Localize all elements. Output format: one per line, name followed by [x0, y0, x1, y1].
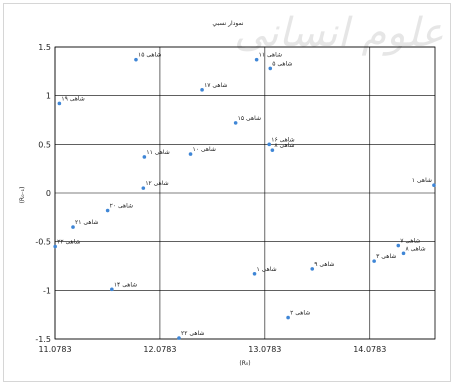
data-point [188, 152, 193, 156]
y-tick-label: -1.5 [35, 335, 51, 344]
data-point-label: شاهی ۲ [290, 310, 310, 317]
data-point [57, 101, 62, 106]
data-point-label: شاهی ۱۱ [146, 149, 169, 156]
chart-title: نمودار نسبي [212, 20, 244, 27]
data-point [134, 57, 138, 62]
data-point-label: شاهی ۲۰ [110, 203, 133, 210]
data-point-label: شاهی ۷ [400, 238, 420, 245]
y-tick-label: -1 [43, 286, 51, 295]
data-point-label: شاهی ۱ [412, 177, 432, 184]
data-point-label: شاهی ۱ [257, 266, 277, 273]
data-point-label: شاهی ۲۲ [181, 330, 204, 337]
y-tick-label: -0.5 [35, 238, 51, 247]
data-point-label: شاهی ۸ [274, 142, 294, 149]
grid [54, 46, 435, 340]
data-point [71, 225, 75, 229]
data-point-label: شاهی ۳ [376, 253, 396, 260]
data-point-label: شاهی ۱۱ [259, 52, 282, 59]
data-point [432, 183, 436, 188]
x-tick-label: 14.0783 [353, 345, 386, 354]
data-point [268, 66, 273, 71]
data-point-label: شاهی ۱۶ [271, 136, 294, 143]
x-tick-label: 11.0783 [38, 345, 71, 354]
data-point-label: شاهی ۸ [406, 245, 426, 252]
data-point-label: شاهی ۱۷ [204, 82, 227, 89]
data-point [270, 148, 275, 152]
data-point [254, 57, 259, 62]
data-point [252, 271, 257, 276]
data-point [396, 243, 401, 248]
data-point-label: شاهی ۱۰ [193, 146, 216, 153]
data-point [310, 267, 315, 271]
x-tick-label: 13.0783 [248, 345, 281, 354]
data-point [286, 315, 290, 320]
data-point-label: شاهی ۱۵ [138, 52, 161, 59]
data-point [372, 259, 376, 263]
data-point [142, 155, 147, 159]
data-point-label: شاهی ۲۲ [57, 239, 80, 246]
data-point [141, 186, 146, 190]
data-point [105, 208, 110, 213]
data-point [110, 287, 114, 292]
x-tick-label: 12.0783 [143, 345, 176, 354]
ticks: -1.5 -1 -0.5 0 0.5 1 1.5 11.0783 12.0783 13.0783 1… [35, 43, 386, 354]
data-point [233, 121, 238, 125]
x-axis-label: (R₀) [239, 360, 250, 367]
y-tick-label: 0 [46, 189, 51, 198]
data-point-label: شاهی ۲۱ [75, 219, 98, 226]
plot-border [54, 46, 436, 340]
data-point [401, 251, 406, 256]
data-point [53, 244, 57, 249]
data-point-label: شاهی ۵ [272, 60, 292, 67]
data-point-label: شاهی ۱۹ [61, 95, 84, 102]
y-tick-label: 1.5 [38, 43, 51, 52]
data-point [177, 336, 181, 340]
data-point-label: شاهی ۱۲ [145, 180, 168, 187]
data-point [200, 88, 204, 92]
y-tick-label: 0.5 [38, 140, 51, 149]
data-point-label: شاهی ۱۵ [238, 115, 261, 122]
data-point-label: شاهی ۱۴ [114, 281, 137, 288]
y-tick-label: 1 [46, 92, 51, 101]
data-point [267, 142, 272, 147]
data-point-label: شاهی ۹ [314, 261, 334, 268]
y-axis-label: (R₀₋₁) [19, 187, 26, 204]
